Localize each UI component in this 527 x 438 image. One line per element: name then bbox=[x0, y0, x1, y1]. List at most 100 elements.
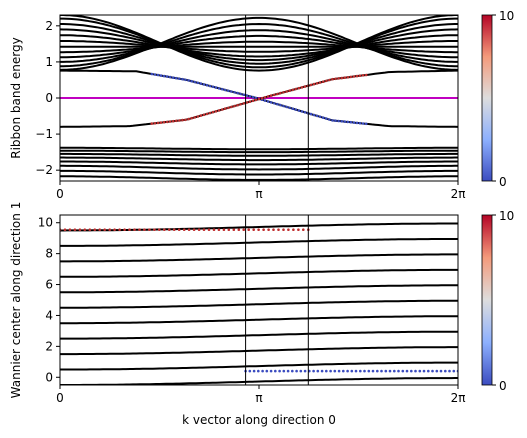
top-edge-track-point bbox=[113, 228, 116, 231]
edge-state-point bbox=[159, 121, 163, 124]
bottom-edge-track-point bbox=[248, 369, 252, 373]
top-edge-track-point bbox=[177, 228, 181, 231]
edge-state-point bbox=[349, 75, 353, 79]
top-edge-track-point bbox=[262, 228, 265, 231]
wannier-center-line bbox=[60, 284, 458, 294]
top-edge-track-point bbox=[217, 228, 221, 231]
edge-state-point bbox=[309, 112, 313, 116]
edge-state-point bbox=[208, 84, 212, 88]
edge-state-point bbox=[199, 114, 203, 117]
edge-state-point bbox=[172, 76, 175, 79]
edge-state-point bbox=[233, 104, 236, 108]
edge-state-point bbox=[328, 78, 331, 82]
edge-state-point bbox=[168, 120, 172, 123]
edge-state-point bbox=[187, 79, 190, 82]
bottom-edge-track-point bbox=[265, 369, 269, 373]
colorbar-min-label: 0 bbox=[499, 175, 507, 189]
edge-state-point bbox=[364, 73, 368, 77]
edge-state-point bbox=[239, 92, 242, 96]
bottom-edge-track-point bbox=[422, 369, 426, 373]
top-edge-track-point bbox=[187, 228, 191, 231]
edge-state-point bbox=[248, 100, 252, 103]
top-edge-track-point bbox=[252, 228, 255, 231]
bottom-edge-track-point bbox=[371, 369, 375, 373]
edge-state-point bbox=[162, 74, 166, 78]
bottom-edge-track-point bbox=[333, 369, 337, 373]
edge-state-point bbox=[279, 91, 282, 95]
top-edge-track-point bbox=[153, 228, 156, 231]
edge-state-point bbox=[364, 122, 368, 126]
edge-state-point bbox=[181, 118, 184, 122]
edge-state-point bbox=[257, 97, 261, 101]
edge-state-point bbox=[260, 96, 264, 100]
lower-bulk-band bbox=[60, 149, 458, 154]
edge-state-point bbox=[236, 91, 239, 95]
edge-state-point bbox=[245, 101, 249, 104]
bottom-edge-track-point bbox=[376, 369, 379, 373]
bottom-edge-track-point bbox=[367, 369, 371, 373]
edge-state-point bbox=[322, 80, 325, 83]
bottom-edge-track-point bbox=[278, 369, 281, 373]
edge-state-point bbox=[165, 120, 169, 124]
y-tick-label: 0 bbox=[45, 91, 53, 105]
top-edge-track-point bbox=[207, 228, 211, 231]
edge-state-point bbox=[214, 86, 218, 89]
edge-state-point bbox=[202, 83, 206, 86]
edge-state-point bbox=[221, 87, 224, 91]
y-tick-label: 1 bbox=[45, 55, 53, 69]
edge-state-point bbox=[263, 96, 267, 99]
colorbar-gradient bbox=[481, 14, 493, 182]
edge-state-point bbox=[184, 118, 187, 122]
top-edge-track-point bbox=[118, 228, 121, 231]
edge-state-point bbox=[242, 102, 245, 105]
bottom-edge-track-point bbox=[274, 369, 277, 373]
edge-state-point bbox=[153, 122, 157, 125]
top-edge-track-point bbox=[197, 228, 201, 231]
bottom-edge-track-point bbox=[405, 369, 409, 373]
x-tick-label: π bbox=[255, 391, 262, 405]
edge-state-point bbox=[318, 81, 322, 84]
edge-state-point bbox=[355, 121, 359, 125]
bottom-edge-track-point bbox=[257, 369, 260, 373]
edge-state-point bbox=[303, 111, 307, 114]
bottom-edge-track-point bbox=[350, 369, 354, 373]
bottom-edge-track-point bbox=[393, 369, 396, 373]
wannier-center-line bbox=[60, 361, 458, 371]
edge-state-point bbox=[245, 94, 249, 97]
edge-state-point bbox=[266, 95, 270, 98]
edge-state-point bbox=[202, 113, 206, 117]
colorbar-max-label: 10 bbox=[499, 9, 514, 23]
edge-state-point bbox=[251, 99, 255, 103]
edge-state-point bbox=[217, 87, 221, 90]
x-tick-label: 0 bbox=[56, 187, 64, 201]
upper-bulk-band bbox=[60, 23, 458, 65]
edge-state-point bbox=[227, 106, 230, 110]
edge-state-point bbox=[156, 121, 160, 125]
edge-state-point bbox=[266, 100, 270, 103]
top-edge-track-point bbox=[98, 228, 101, 231]
edge-state-point bbox=[294, 87, 298, 91]
edge-state-point bbox=[150, 72, 154, 76]
edge-state-point bbox=[273, 93, 276, 97]
x-tick-label: π bbox=[255, 187, 262, 201]
top-edge-track-point bbox=[163, 228, 166, 231]
lower-bulk-band bbox=[60, 169, 458, 176]
edge-state-point bbox=[352, 75, 356, 78]
top-edge-track-point bbox=[277, 228, 280, 231]
y-tick-label: −2 bbox=[35, 163, 53, 177]
bottom-edge-track-point bbox=[431, 369, 434, 373]
edge-state-point bbox=[187, 117, 190, 121]
upper-bulk-band bbox=[60, 34, 458, 59]
edge-state-point bbox=[337, 77, 340, 80]
y-tick-label: −1 bbox=[35, 127, 53, 141]
bottom-x-axis-label: k vector along direction 0 bbox=[182, 413, 336, 427]
colorbar-gradient bbox=[481, 214, 493, 386]
bottom-edge-track-point bbox=[452, 369, 456, 373]
edge-state-point bbox=[190, 116, 193, 120]
top-edge-track-point bbox=[222, 228, 226, 231]
bottom-edge-track-point bbox=[359, 369, 362, 373]
edge-state-point bbox=[285, 105, 288, 109]
bottom-edge-track-point bbox=[291, 369, 294, 373]
top-edge-track-point bbox=[168, 228, 171, 231]
y-tick-label: 4 bbox=[45, 308, 53, 322]
